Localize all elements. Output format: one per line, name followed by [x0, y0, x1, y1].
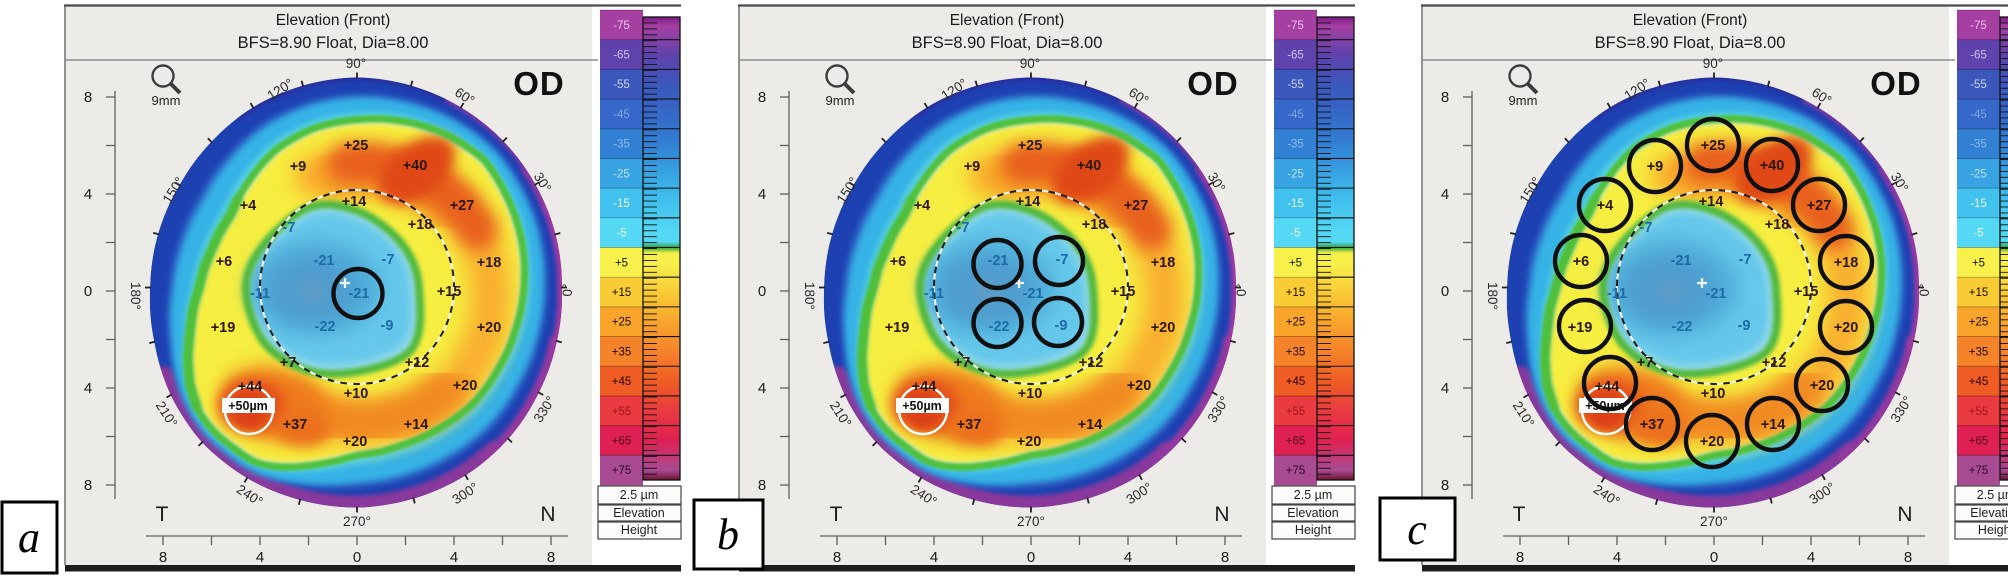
svg-text:a: a	[18, 513, 40, 562]
svg-text:c: c	[1407, 505, 1427, 554]
svg-text:b: b	[717, 510, 739, 559]
